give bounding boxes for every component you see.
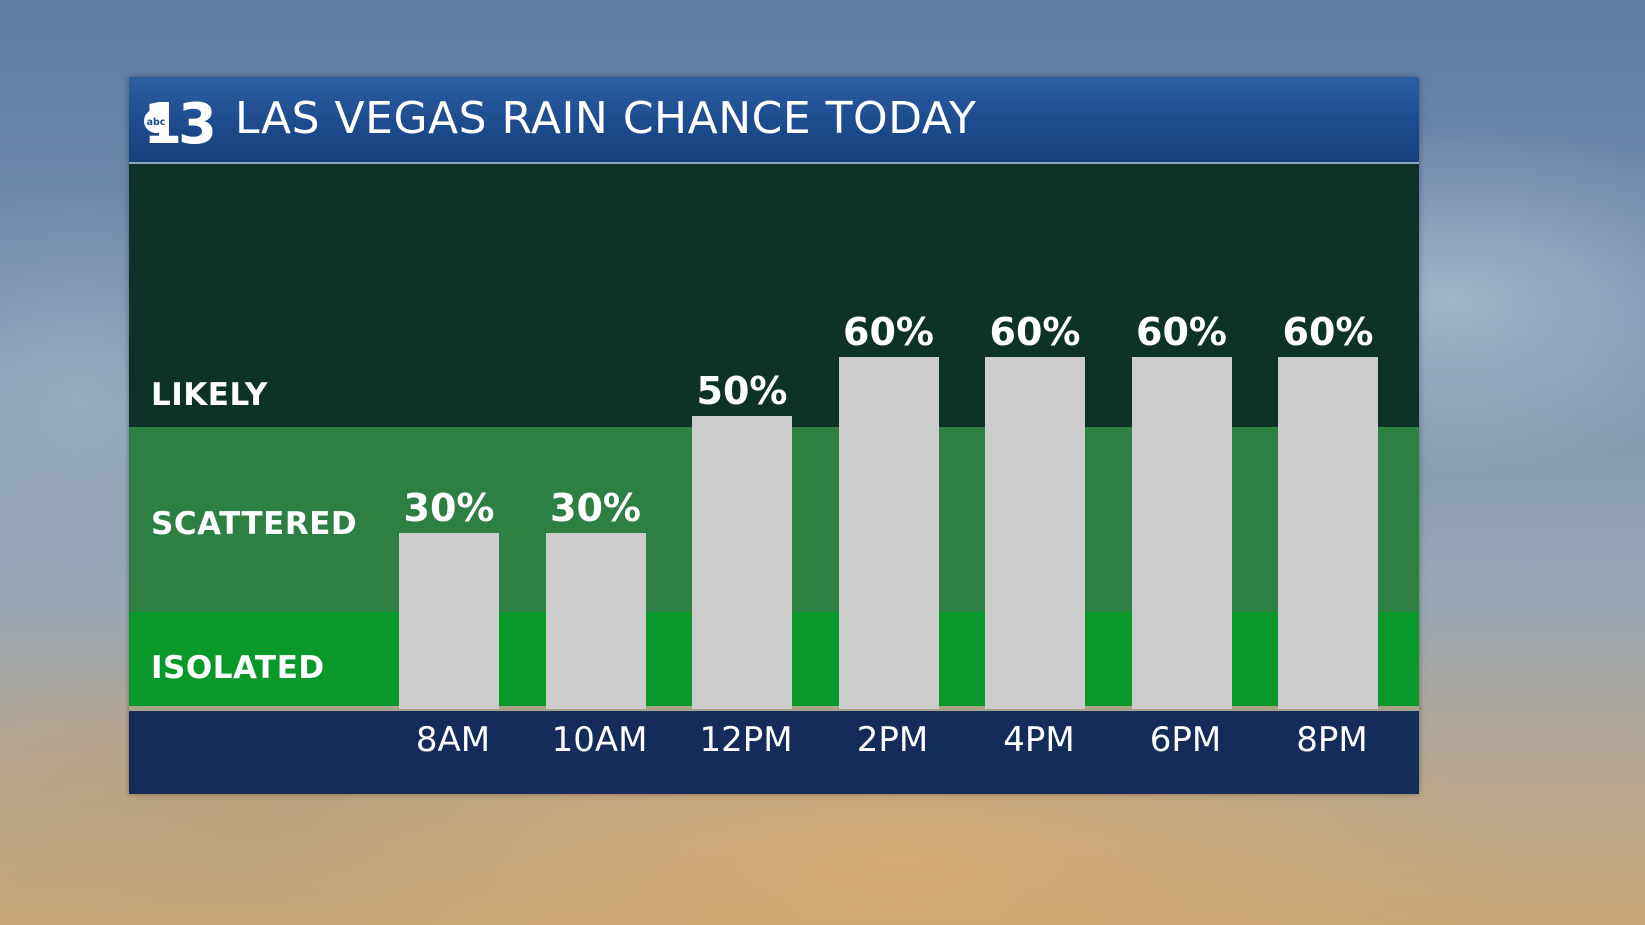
bar-2pm — [838, 356, 939, 709]
value-label-8pm: 60% — [1282, 309, 1374, 354]
header-bar: 13 abc LAS VEGAS RAIN CHANCE TODAY — [129, 77, 1419, 164]
bar-4pm — [985, 356, 1085, 709]
value-label-12pm: 50% — [696, 368, 788, 413]
bar-8pm — [1278, 356, 1378, 709]
time-label-6pm: 6PM — [1149, 720, 1222, 760]
value-label-6pm: 60% — [1136, 309, 1227, 354]
rain-chance-graphic: 13 abc LAS VEGAS RAIN CHANCE TODAY LIKEL… — [129, 77, 1419, 794]
bar-12pm — [692, 415, 792, 709]
time-label-8am: 8AM — [415, 720, 491, 760]
value-label-10am: 30% — [550, 485, 641, 530]
value-label-4pm: 60% — [989, 309, 1081, 354]
time-axis-bar — [129, 711, 1419, 794]
svg-text:abc: abc — [147, 117, 166, 128]
likely-label: LIKELY — [151, 377, 268, 413]
time-label-8pm: 8PM — [1296, 720, 1368, 760]
isolated-label: ISOLATED — [151, 650, 325, 686]
value-label-8am: 30% — [403, 485, 495, 530]
chart-title: LAS VEGAS RAIN CHANCE TODAY — [235, 93, 977, 144]
time-label-4pm: 4PM — [1003, 720, 1075, 760]
bar-6pm — [1131, 356, 1232, 709]
abc13-logo: 13 abc — [143, 92, 217, 151]
bar-10am — [545, 532, 646, 709]
value-label-2pm: 60% — [843, 309, 934, 354]
bar-8am — [399, 532, 499, 709]
time-label-2pm: 2PM — [856, 720, 929, 760]
scattered-label: SCATTERED — [151, 506, 358, 542]
time-label-12pm: 12PM — [699, 720, 793, 760]
time-label-10am: 10AM — [551, 720, 648, 760]
